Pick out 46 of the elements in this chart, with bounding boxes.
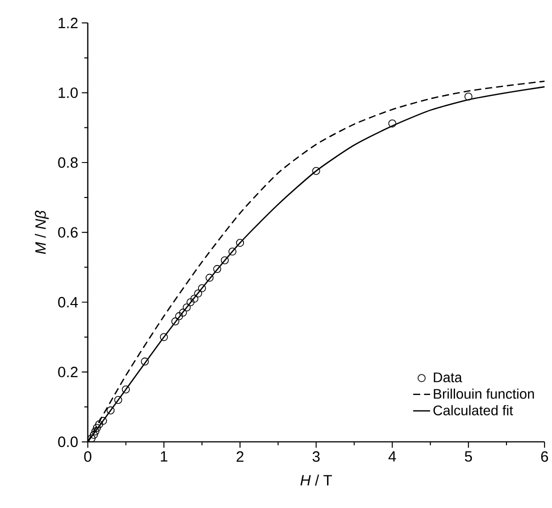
point	[175, 312, 184, 320]
y-tick-label: 0.6	[58, 227, 78, 238]
point	[236, 239, 244, 247]
point	[171, 318, 180, 326]
x-tick-label: 5	[464, 451, 472, 462]
point	[228, 248, 236, 256]
point	[114, 396, 122, 404]
legend-label: Data	[434, 372, 462, 382]
legend-label: Brillouin function	[434, 388, 534, 399]
y-tick-label: 0.4	[58, 297, 78, 308]
x-tick-label: 4	[388, 451, 396, 462]
point	[160, 333, 168, 342]
point	[194, 290, 202, 298]
x-tick-label: 6	[541, 451, 548, 462]
point	[95, 420, 104, 429]
x-tick-label: 0	[84, 451, 92, 462]
point	[312, 167, 320, 176]
legend-label: Calculated fit	[433, 405, 514, 416]
y-tick-label: 0.8	[58, 157, 78, 168]
x-axis-title: H / T	[300, 474, 332, 486]
x-tick-label: 1	[160, 451, 168, 462]
point	[91, 428, 100, 436]
point	[90, 431, 98, 439]
point	[92, 424, 101, 432]
y-tick-label: 0.2	[58, 366, 78, 378]
point	[213, 265, 222, 274]
y-axis-title: M / Nβ	[34, 210, 49, 254]
point	[190, 294, 198, 303]
point	[140, 358, 149, 366]
point	[88, 434, 96, 442]
point	[106, 406, 115, 415]
point	[464, 92, 472, 101]
point	[99, 417, 107, 426]
point	[186, 298, 195, 306]
point	[220, 256, 229, 264]
point	[206, 274, 214, 282]
point	[122, 386, 130, 394]
point	[198, 284, 206, 292]
x-tick-label: 3	[312, 451, 320, 462]
x-tick-label: 2	[236, 451, 244, 462]
point	[388, 120, 396, 128]
y-tick-label: 0.0	[58, 436, 78, 448]
y-tick-label: 1.0	[58, 88, 78, 98]
point	[178, 308, 187, 317]
point	[182, 304, 191, 312]
y-tick-label: 1.2	[58, 18, 78, 28]
